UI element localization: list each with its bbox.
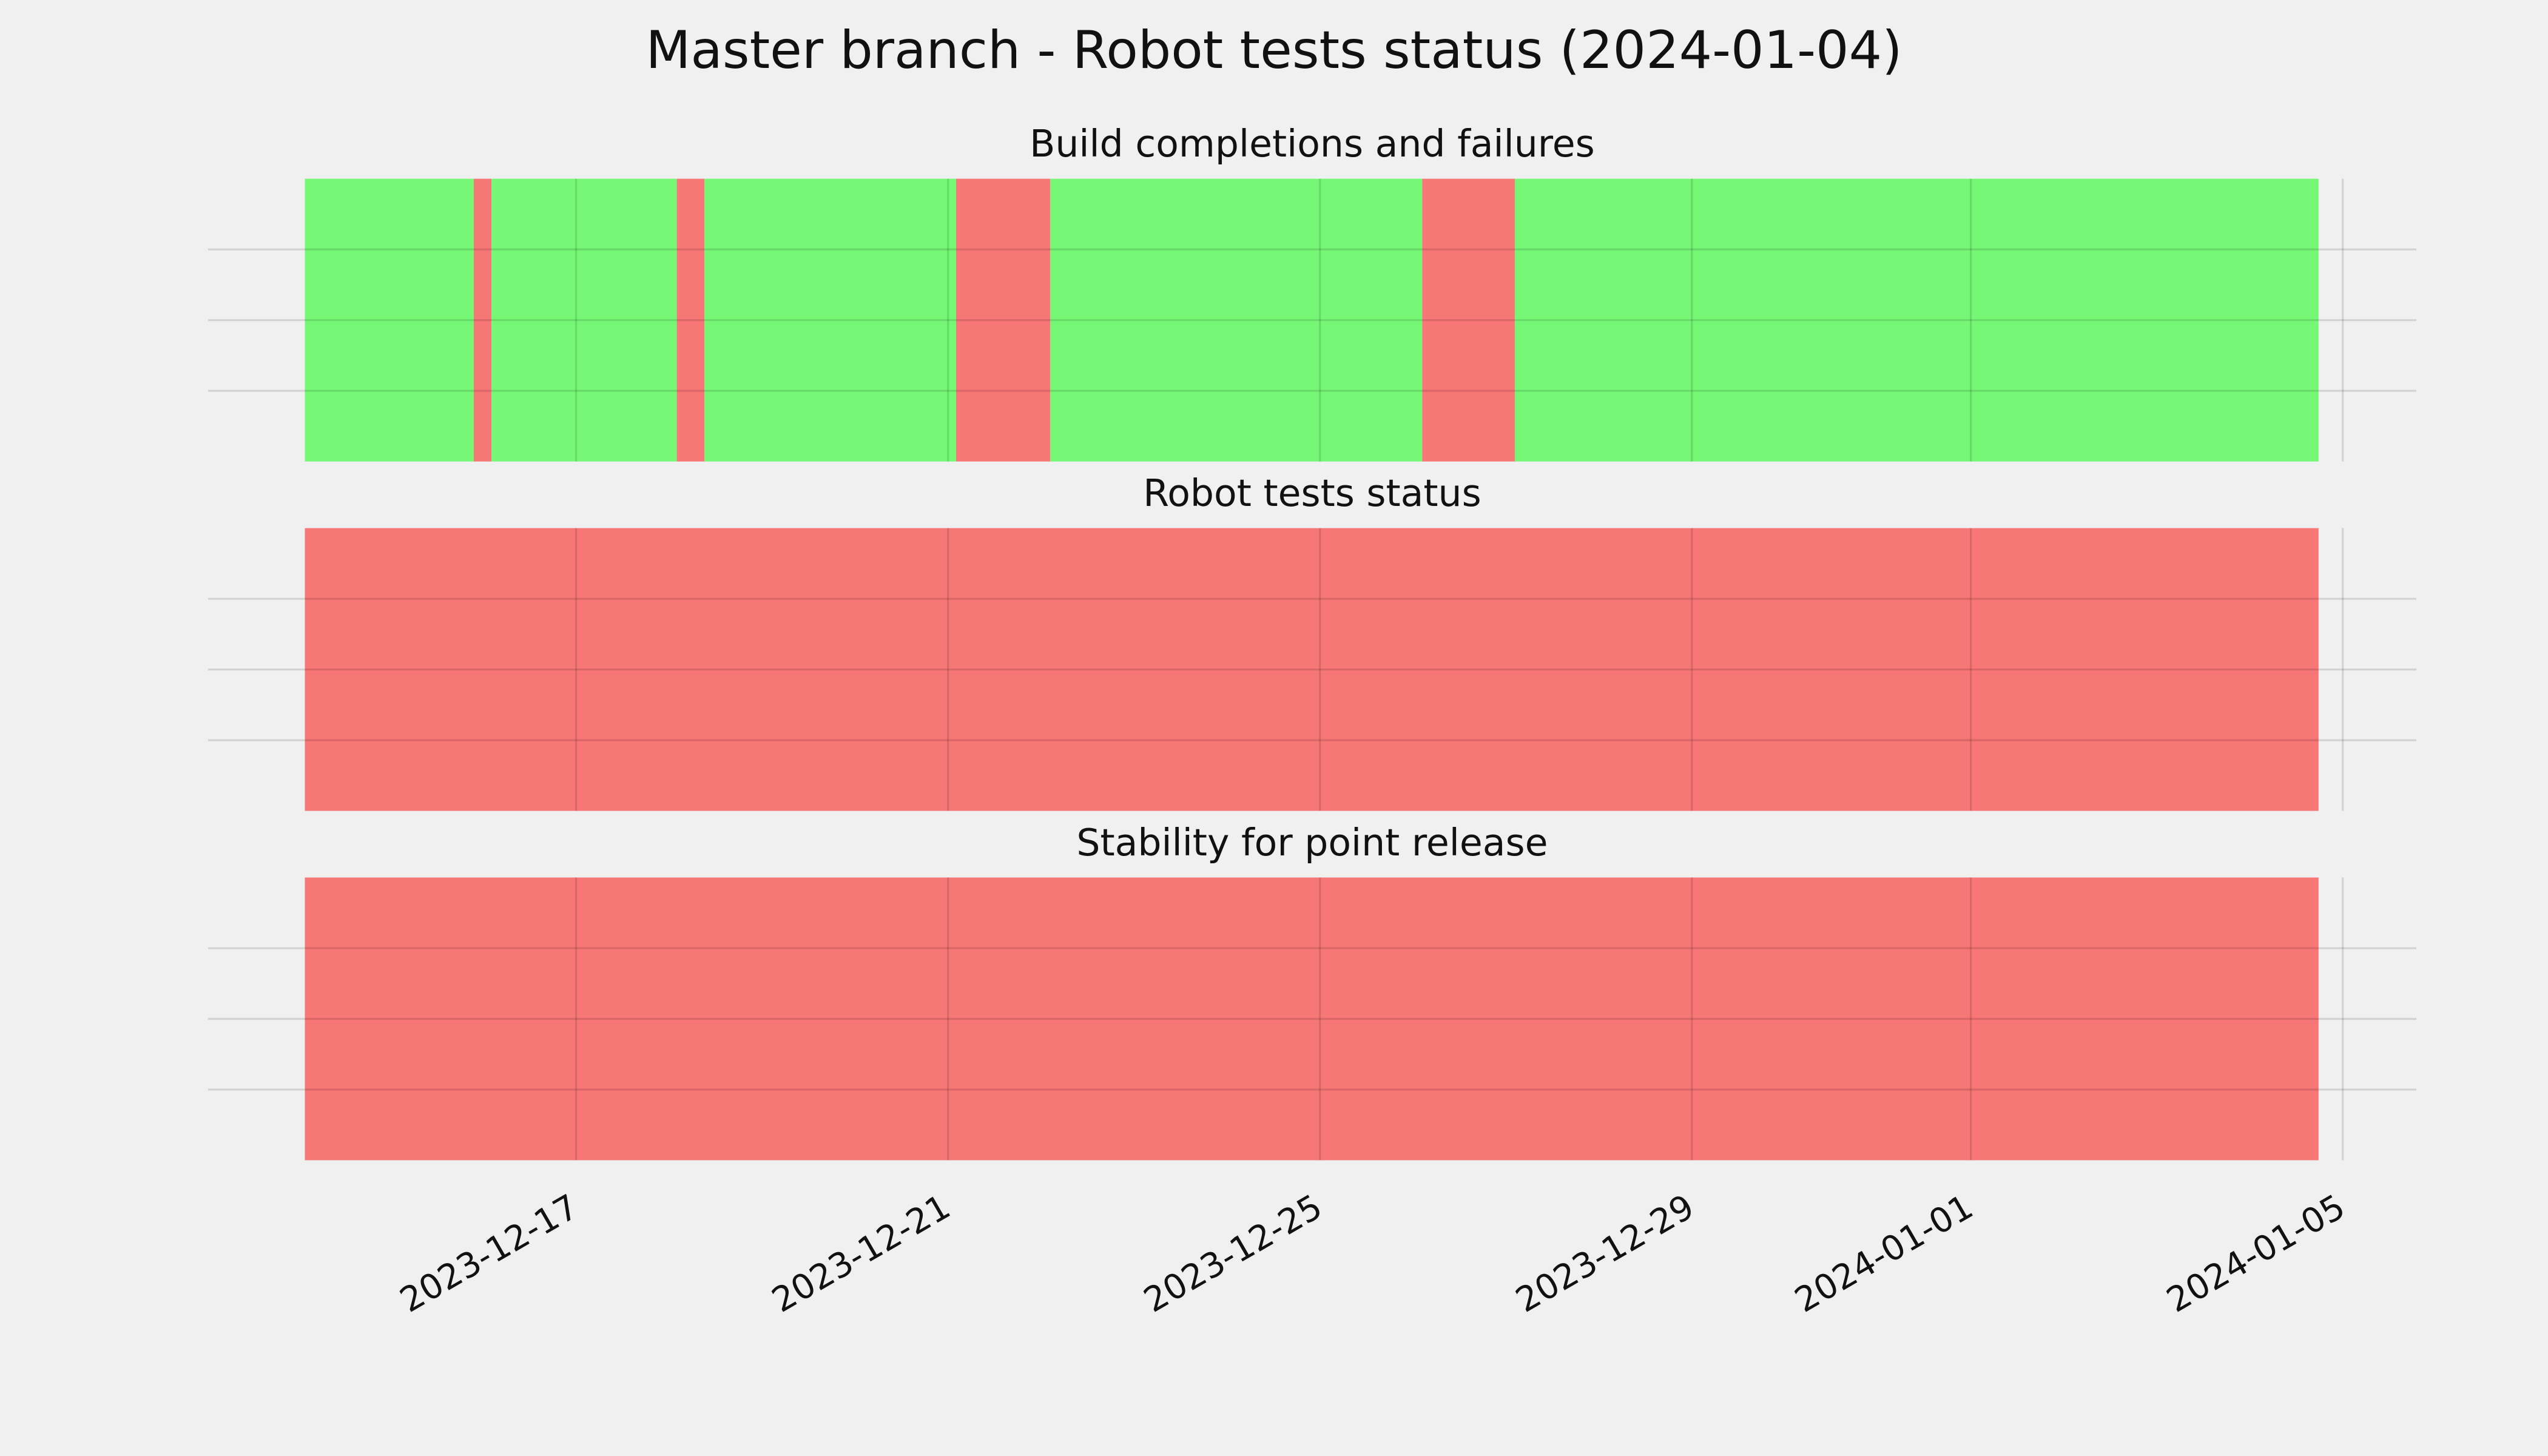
x-tick-label: 2023-12-25 (1138, 1187, 1329, 1321)
subplot-title: Stability for point release (1076, 821, 1548, 864)
status-span (676, 178, 705, 462)
subplot-title: Robot tests status (1143, 471, 1481, 515)
status-span (473, 178, 492, 462)
x-tick-label: 2024-01-05 (2160, 1187, 2352, 1321)
status-span (956, 178, 1051, 462)
status-span (704, 178, 956, 462)
status-span (1514, 178, 2319, 462)
status-span (305, 877, 2319, 1161)
chart-title: Master branch - Robot tests status (2024… (645, 20, 1902, 81)
x-tick-label: 2023-12-29 (1509, 1187, 1701, 1321)
x-tick-label: 2024-01-01 (1788, 1187, 1980, 1321)
status-span (1422, 178, 1515, 462)
status-span (491, 178, 677, 462)
x-tick-label: 2023-12-17 (394, 1187, 585, 1321)
status-span (305, 178, 474, 462)
status-span (305, 528, 2319, 811)
x-tick-label: 2023-12-21 (766, 1187, 957, 1321)
subplot-title: Build completions and failures (1030, 122, 1595, 166)
status-span (1050, 178, 1423, 462)
